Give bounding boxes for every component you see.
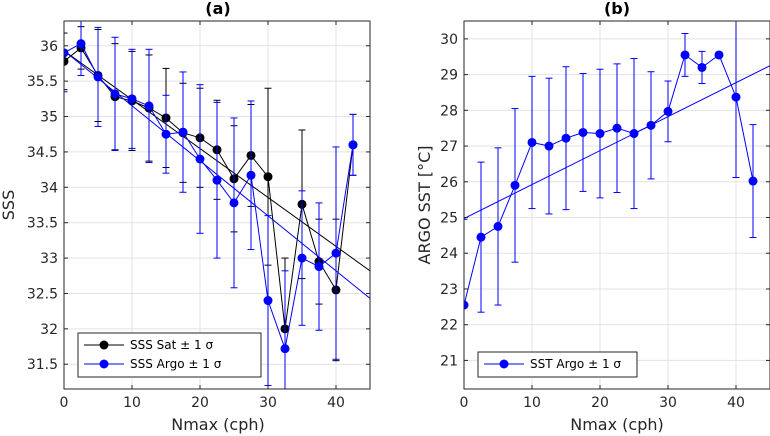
panel-b-series-1-point — [595, 129, 605, 139]
panel-b-series-1-point — [748, 176, 758, 186]
panel-a-series-2-point — [348, 140, 358, 150]
panel-b-y-tick-label: 21 — [440, 353, 458, 369]
panel-a-y-tick-label: 33.5 — [27, 216, 58, 232]
panel-b-series-1-fit-line — [464, 65, 770, 220]
panel-a-y-tick-label: 33 — [40, 251, 58, 267]
panel-a-y-tick-label: 34 — [40, 180, 58, 196]
panel-a-series-1-point — [263, 172, 273, 182]
panel-a-y-axis-label: SSS — [0, 190, 18, 220]
panel-a-series-2-point — [76, 39, 86, 49]
panel-a-x-tick-label: 30 — [259, 395, 277, 411]
panel-a-x-axis-label: Nmax (cph) — [171, 415, 265, 434]
panel-b-x-tick-label: 10 — [523, 395, 541, 411]
panel-b-y-tick-label: 23 — [440, 282, 458, 298]
panel-a-x-tick-label: 20 — [191, 395, 209, 411]
panel-b-x-tick-label: 0 — [460, 395, 469, 411]
panel-b-x-tick-label: 20 — [591, 395, 609, 411]
panel-b-legend-swatch-marker — [499, 359, 509, 369]
panel-a-sss-chart: (a) Nmax (cph) SSS 0 10 20 30 40 31.5 32 32.5 33… — [0, 0, 371, 434]
panel-a-series-2-point — [314, 262, 324, 272]
panel-a-series-layer — [64, 21, 370, 389]
panel-a-y-tick-label: 31.5 — [27, 357, 58, 373]
panel-a-legend-label: SSS Sat ± 1 σ — [130, 338, 213, 352]
panel-b-y-axis-label: ARGO SST [°C] — [415, 146, 434, 265]
panel-b-series-1-point — [544, 141, 554, 151]
panel-a-series-2-point — [246, 170, 256, 180]
panel-b-series-1-point — [680, 50, 690, 60]
panel-b-series-1-point — [464, 300, 469, 310]
panel-b-y-tick-label: 26 — [440, 175, 458, 191]
panel-a-series-2-point — [110, 89, 120, 99]
panel-b-y-tick-label: 28 — [440, 103, 458, 119]
panel-a-series-2-point — [93, 72, 103, 82]
panel-b-series-1-point — [663, 106, 673, 116]
panel-b-series-layer — [464, 21, 770, 389]
panel-b-y-tick-label: 24 — [440, 246, 458, 262]
panel-a-legend-swatch-marker — [99, 340, 109, 350]
panel-b-series-1-point — [578, 127, 588, 137]
panel-a-axes-frame — [63, 20, 371, 390]
panel-a-series-2-point — [144, 101, 154, 111]
panel-b-y-tick-label: 25 — [440, 211, 458, 227]
panel-a-legend: SSS Sat ± 1 σ SSS Argo ± 1 σ — [77, 332, 262, 378]
panel-b-axes-frame — [463, 20, 770, 390]
panel-b-series-1-point — [646, 120, 656, 130]
panel-a-x-tick-label: 0 — [60, 395, 69, 411]
panel-a-legend-swatch-marker — [99, 359, 109, 369]
panel-b-sst-chart: (b) Nmax (cph) ARGO SST [°C] 0 10 20 30 40 21… — [415, 0, 770, 434]
panel-a-series-2-point — [64, 48, 69, 58]
panel-a-y-tick-label: 36 — [40, 39, 58, 55]
panel-b-series-1-point — [697, 62, 707, 72]
panel-a-series-2-point — [229, 198, 239, 208]
panel-b-series-1-point — [493, 221, 503, 231]
panel-b-title: (b) — [604, 0, 630, 18]
panel-b-series-1-point — [731, 92, 741, 102]
panel-a-series-2-point — [127, 94, 137, 104]
panel-b-series-1-point — [561, 133, 571, 143]
panel-a-series-2-point — [178, 127, 188, 137]
panel-a-legend-label: SSS Argo ± 1 σ — [130, 357, 222, 371]
panel-a-x-tick-label: 10 — [123, 395, 141, 411]
panel-a-y-tick-label: 34.5 — [27, 145, 58, 161]
panel-a-series-2-point — [297, 253, 307, 263]
panel-a-series-1-point — [64, 56, 69, 66]
panel-b-y-tick-label: 27 — [440, 139, 458, 155]
panel-a-x-tick-label: 40 — [327, 395, 345, 411]
panel-b-legend: SST Argo ± 1 σ — [477, 351, 638, 378]
panel-b-x-tick-label: 30 — [659, 395, 677, 411]
panel-a-series-2-point — [331, 248, 341, 258]
panel-a-title: (a) — [205, 0, 230, 18]
panel-a-series-2-point — [280, 344, 290, 354]
panel-b-y-tick-label: 30 — [440, 32, 458, 48]
panel-b-series-1-point — [510, 180, 520, 190]
panel-a-y-tick-label: 32.5 — [27, 286, 58, 302]
panel-a-y-tick-label: 35 — [40, 110, 58, 126]
panel-b-legend-label: SST Argo ± 1 σ — [530, 357, 621, 371]
panel-b-series-1-point — [612, 123, 622, 133]
panel-a-series-2-point — [195, 154, 205, 164]
panel-a-series-2-point — [161, 129, 171, 139]
panel-a-y-tick-label: 32 — [40, 322, 58, 338]
panel-b-series-1-point — [629, 129, 639, 139]
panel-a-series-2-point — [212, 175, 222, 185]
panel-b-series-1-point — [714, 50, 724, 60]
panel-b-series-1-point — [476, 232, 486, 242]
panel-a-series-2-point — [263, 296, 273, 306]
panel-b-x-tick-label: 40 — [727, 395, 745, 411]
panel-a-y-tick-label: 35.5 — [27, 74, 58, 90]
panel-b-x-axis-label: Nmax (cph) — [570, 415, 664, 434]
panel-b-y-tick-label: 22 — [440, 318, 458, 334]
panel-b-series-1-point — [527, 137, 537, 147]
panel-b-y-tick-label: 29 — [440, 68, 458, 84]
panel-a-legend-box — [77, 332, 262, 378]
